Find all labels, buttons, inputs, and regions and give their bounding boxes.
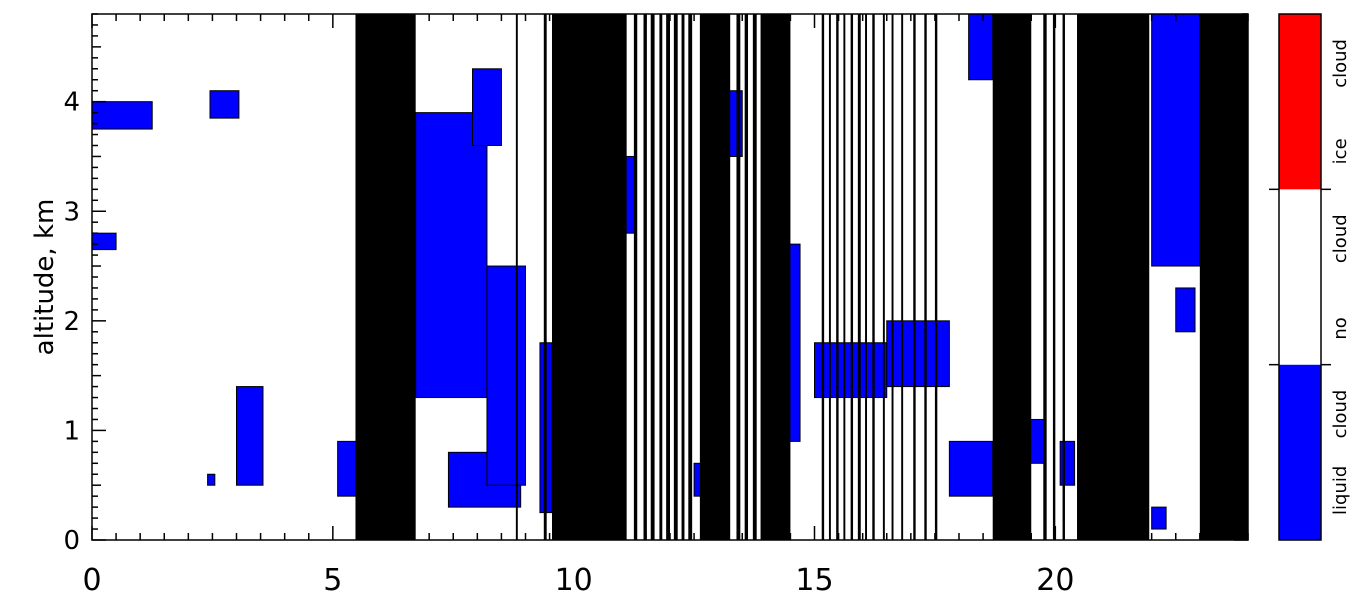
liquid-cloud-region-18: [968, 14, 994, 81]
no-data-band-29: [924, 14, 927, 540]
liquid-cloud-region-22: [1151, 506, 1167, 530]
no-data-band-33: [1052, 14, 1056, 540]
liquid-cloud-region-6: [415, 112, 488, 399]
x-tick-label: 0: [82, 563, 101, 598]
liquid-cloud-region-20: [1059, 440, 1076, 486]
no-data-band-3: [551, 14, 627, 540]
plot-area: [91, 13, 1249, 541]
colorbar-segment-2: [1279, 14, 1321, 190]
liquid-cloud-region-23: [1175, 287, 1196, 333]
colorbar-label-2: icecloud: [1330, 39, 1351, 164]
liquid-cloud-region-5: [337, 440, 356, 497]
colorbar-segment-0: [1279, 364, 1321, 540]
no-data-band-35: [1077, 14, 1150, 540]
no-data-band-9: [673, 14, 678, 540]
liquid-cloud-region-7: [472, 68, 502, 146]
no-data-band-12: [699, 14, 731, 540]
no-data-band-25: [882, 14, 885, 540]
no-data-band-36: [1199, 14, 1248, 540]
x-tick-label: 5: [323, 563, 342, 598]
no-data-band-0: [355, 14, 416, 540]
liquid-cloud-region-16: [886, 320, 950, 388]
liquid-cloud-region-1: [92, 232, 117, 251]
no-data-band-18: [828, 14, 831, 540]
y-axis-ticks: [92, 13, 1248, 541]
no-data-band-2: [543, 14, 547, 540]
no-data-band-22: [857, 14, 861, 540]
y-tick-label: 0: [63, 526, 80, 556]
liquid-cloud-region-0: [92, 101, 153, 130]
x-tick-label: 20: [1036, 563, 1074, 598]
no-data-band-20: [843, 14, 846, 540]
no-data-band-16: [760, 14, 791, 540]
no-data-band-23: [865, 14, 868, 540]
liquid-cloud-layer: [92, 14, 1201, 530]
no-data-band-26: [891, 14, 894, 540]
no-data-band-6: [650, 14, 655, 540]
x-tick-label: 10: [555, 563, 593, 598]
no-data-band-4: [633, 14, 638, 540]
y-axis-label: altitude, km: [30, 199, 60, 356]
no-data-band-15: [752, 14, 757, 540]
no-data-band-13: [736, 14, 741, 540]
no-data-band-28: [913, 14, 916, 540]
no-data-band-24: [872, 14, 875, 540]
liquid-cloud-region-9: [486, 265, 527, 486]
colorbar-frame: [1278, 13, 1322, 541]
liquid-cloud-region-17: [948, 440, 994, 497]
liquid-cloud-region-4: [207, 473, 216, 486]
colorbar-segment-1: [1279, 189, 1321, 365]
no-data-band-17: [821, 14, 825, 540]
plot-frame: [91, 13, 1249, 541]
liquid-cloud-region-2: [209, 90, 240, 119]
y-axis-tick-labels: 0 1 2 3 4: [63, 88, 80, 556]
y-tick-label: 1: [63, 416, 80, 446]
no-data-band-10: [681, 14, 685, 540]
y-tick-label: 3: [63, 197, 80, 227]
no-data-layer: [355, 14, 1248, 540]
x-axis-tick-labels: 0 5 10 15 20: [82, 563, 1074, 598]
no-data-band-30: [934, 14, 938, 540]
liquid-cloud-region-21: [1151, 14, 1201, 267]
no-data-band-34: [1062, 14, 1065, 540]
no-data-band-21: [850, 14, 854, 540]
liquid-cloud-region-3: [236, 386, 264, 486]
colorbar-legend: liquidcloud nocloud icecloud: [1269, 13, 1351, 541]
y-tick-label: 2: [63, 307, 80, 337]
no-data-band-1: [515, 14, 518, 540]
no-data-band-27: [901, 14, 904, 540]
no-data-band-7: [659, 14, 663, 540]
no-data-band-11: [688, 14, 693, 540]
no-data-band-14: [744, 14, 749, 540]
no-data-band-8: [666, 14, 670, 540]
colorbar-label-0: liquidcloud: [1330, 390, 1351, 515]
no-data-band-19: [836, 14, 839, 540]
no-data-band-31: [992, 14, 1032, 540]
x-tick-label: 15: [795, 563, 833, 598]
y-tick-label: 4: [63, 88, 80, 118]
no-data-band-32: [1043, 14, 1047, 540]
no-data-band-5: [643, 14, 647, 540]
colorbar-label-1: nocloud: [1330, 214, 1351, 339]
